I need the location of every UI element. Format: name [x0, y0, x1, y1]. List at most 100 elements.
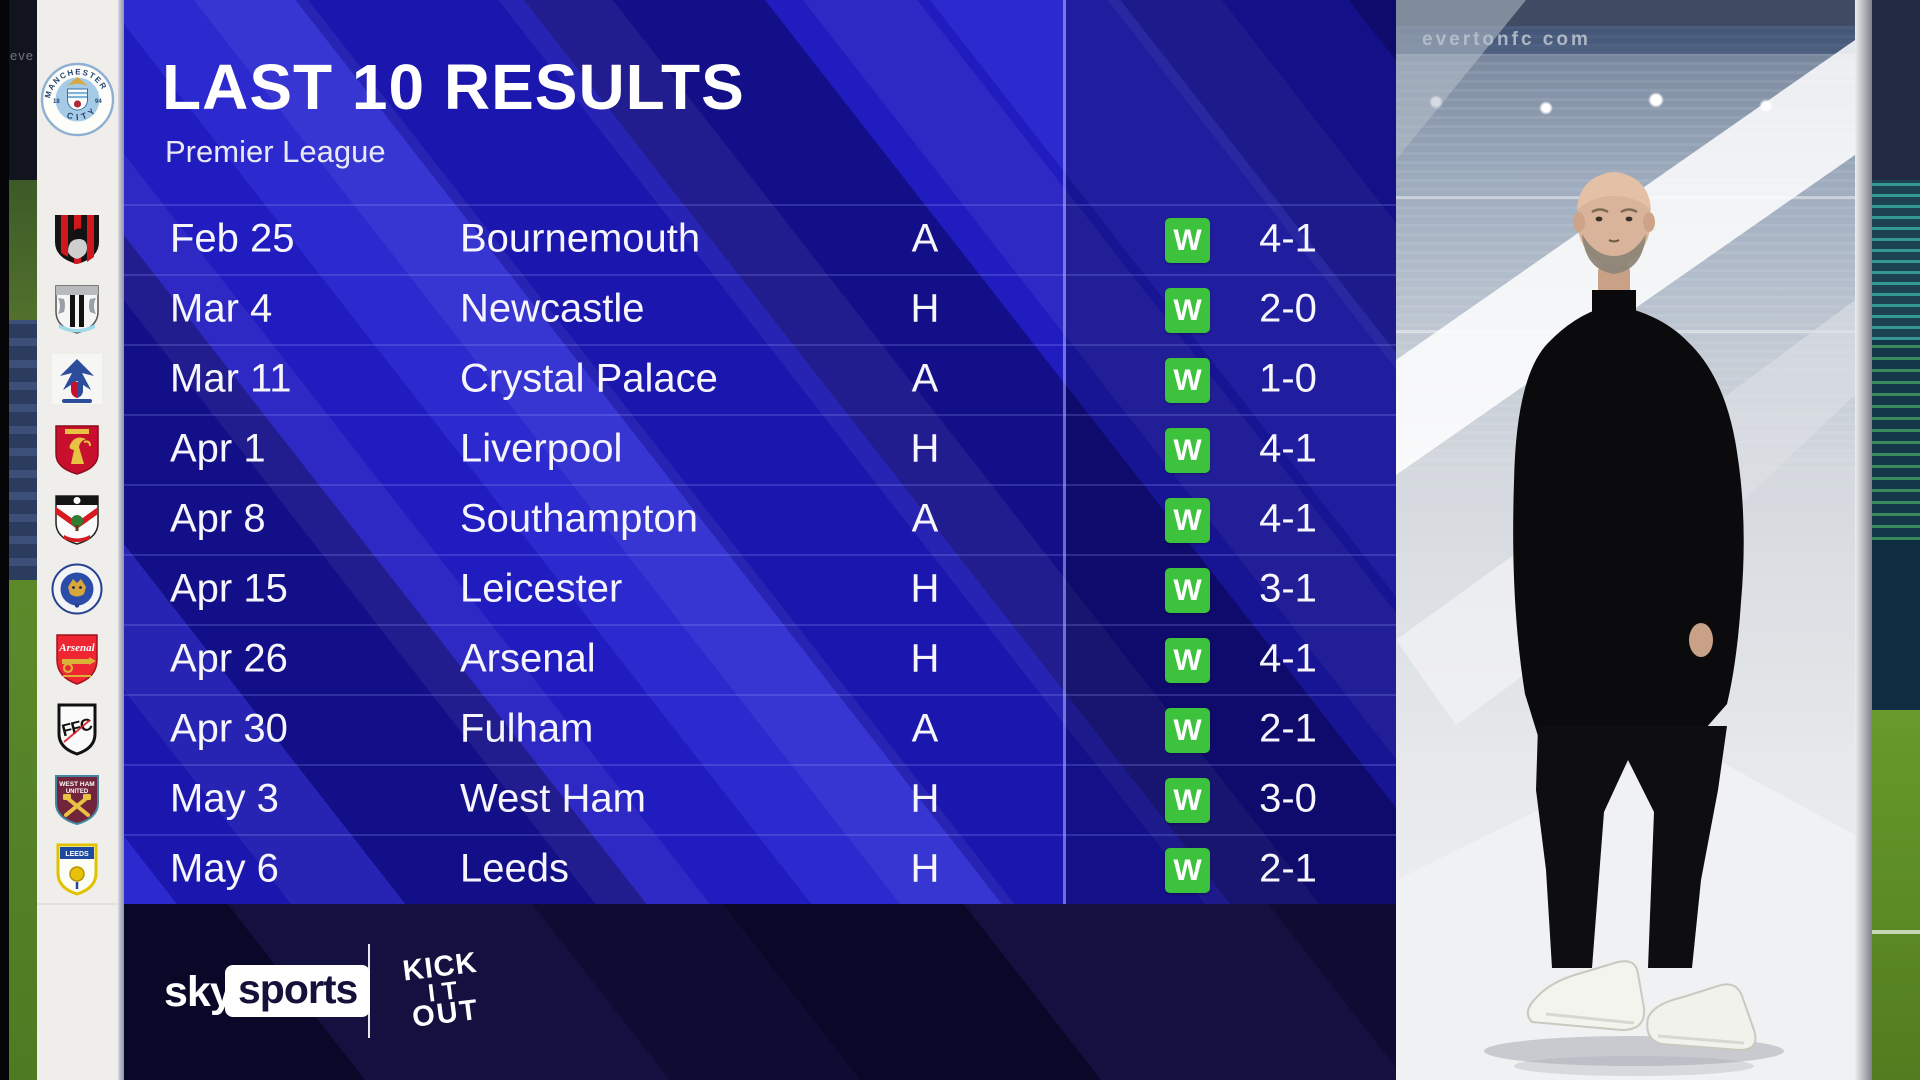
match-opponent: West Ham: [460, 776, 646, 821]
table-row: Apr 30 Fulham A W 2-1: [124, 694, 1396, 764]
match-opponent: Bournemouth: [460, 216, 701, 261]
figure-reflection: [1514, 1056, 1754, 1076]
west-ham-crest: WEST HAM UNITED: [50, 772, 104, 826]
left-eye: [1595, 216, 1603, 222]
match-venue: A: [911, 356, 939, 401]
match-date: May 6: [170, 846, 279, 891]
match-opponent: Leeds: [460, 846, 569, 891]
match-opponent: Arsenal: [460, 636, 596, 681]
match-date: Apr 1: [170, 426, 266, 471]
win-badge: W: [1165, 358, 1210, 403]
kick-it-out-line: OUT: [410, 993, 482, 1034]
manchester-city-crest: MANCHESTER CITY 18 94: [40, 62, 115, 137]
column-edge-shadow: [118, 0, 124, 1080]
table-row: Mar 4 Newcastle H W 2-0: [124, 274, 1396, 344]
match-venue: H: [910, 566, 940, 611]
fulham-crest: FFC: [50, 702, 104, 756]
match-date: Mar 4: [170, 286, 273, 331]
crest-column: MANCHESTER CITY 18 94: [37, 0, 118, 1080]
match-date: Mar 11: [170, 356, 292, 401]
southampton-crest: [50, 492, 104, 546]
svg-text:Arsenal: Arsenal: [58, 642, 95, 654]
svg-text:WEST HAM: WEST HAM: [59, 781, 94, 788]
match-opponent: Crystal Palace: [460, 356, 718, 401]
jacket: [1513, 307, 1744, 736]
leicester-crest: [50, 562, 104, 616]
sky-sports-logo: sports: [225, 965, 371, 1017]
match-venue: H: [910, 426, 940, 471]
footer-logo-divider: [368, 944, 370, 1038]
table-row: May 3 West Ham H W 3-0: [124, 764, 1396, 834]
match-opponent: Leicester: [460, 566, 623, 611]
match-date: Apr 15: [170, 566, 288, 611]
match-venue: H: [910, 776, 940, 821]
liverpool-crest: [50, 422, 104, 476]
match-opponent: Southampton: [460, 496, 698, 541]
shoe-soles: [1545, 1012, 1745, 1045]
arsenal-crest: Arsenal: [50, 632, 104, 686]
match-score: 4-1: [1259, 216, 1317, 261]
table-row: Apr 26 Arsenal H W 4-1: [124, 624, 1396, 694]
match-score: 3-1: [1259, 566, 1317, 611]
match-date: Apr 26: [170, 636, 288, 681]
column-seam: [37, 903, 118, 905]
results-table: Feb 25 Bournemouth A W 4-1 Mar 4 Newcast…: [124, 204, 1396, 906]
win-badge: W: [1165, 288, 1210, 333]
page-title: LAST 10 RESULTS: [162, 51, 745, 123]
manager-photo-panel: evertonfc com: [1396, 0, 1855, 1080]
sky-logo: sky: [164, 968, 234, 1016]
screen-edge-bar: [0, 0, 9, 1080]
win-badge: W: [1165, 708, 1210, 753]
eyebrows: [1591, 208, 1638, 214]
win-badge: W: [1165, 778, 1210, 823]
table-row: Apr 1 Liverpool H W 4-1: [124, 414, 1396, 484]
video-stand-lower: [1872, 540, 1920, 710]
crystal-palace-crest: [50, 352, 104, 406]
right-eye: [1625, 216, 1633, 222]
win-badge: W: [1165, 638, 1210, 683]
left-shoe: [1526, 960, 1646, 1032]
column-divider-line: [1063, 0, 1066, 1080]
video-led-text: eve: [10, 48, 34, 63]
match-opponent: Newcastle: [460, 286, 645, 331]
right-shoe: [1646, 983, 1757, 1052]
hand: [1689, 623, 1713, 657]
svg-text:18: 18: [53, 99, 60, 105]
bournemouth-crest: [50, 212, 104, 266]
table-row: Apr 8 Southampton A W 4-1: [124, 484, 1396, 554]
pitch-line: [1872, 930, 1920, 934]
right-ear: [1643, 212, 1655, 232]
match-opponent: Fulham: [460, 706, 594, 751]
match-score: 4-1: [1259, 426, 1317, 471]
score-column-shade: [1066, 0, 1396, 904]
win-badge: W: [1165, 568, 1210, 613]
video-pitch: [1872, 710, 1920, 1080]
svg-text:UNITED: UNITED: [66, 789, 89, 795]
match-score: 2-1: [1259, 846, 1317, 891]
page-subtitle: Premier League: [165, 134, 386, 169]
match-score: 2-1: [1259, 706, 1317, 751]
svg-text:94: 94: [95, 99, 102, 105]
match-date: May 3: [170, 776, 279, 821]
mouth: [1608, 239, 1620, 243]
video-scoreboard-teal: [1872, 180, 1920, 340]
footer: sky sports KICK IT OUT: [124, 904, 1396, 1080]
beard: [1582, 234, 1646, 274]
table-row: Mar 11 Crystal Palace A W 1-0: [124, 344, 1396, 414]
svg-text:LEEDS: LEEDS: [65, 851, 89, 858]
match-score: 2-0: [1259, 286, 1317, 331]
table-row: Feb 25 Bournemouth A W 4-1: [124, 204, 1396, 274]
photo-panel-edge: [1855, 0, 1872, 1080]
match-venue: H: [910, 286, 940, 331]
match-venue: H: [910, 636, 940, 681]
kick-it-out-logo: KICK IT OUT: [389, 937, 496, 1046]
leeds-crest: LEEDS: [50, 842, 104, 896]
turtleneck: [1592, 290, 1636, 325]
background-video-right-strip: [1872, 0, 1920, 1080]
match-venue: A: [911, 216, 939, 261]
match-date: Apr 30: [170, 706, 288, 751]
match-venue: A: [911, 706, 939, 751]
match-score: 4-1: [1259, 496, 1317, 541]
win-badge: W: [1165, 498, 1210, 543]
